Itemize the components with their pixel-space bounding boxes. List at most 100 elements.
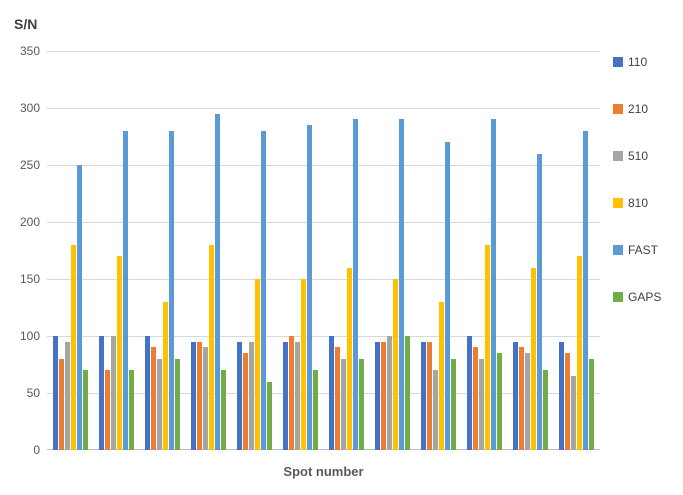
bar-810 xyxy=(208,244,214,450)
x-axis-line xyxy=(47,449,600,450)
bar-110 xyxy=(375,341,381,450)
legend-swatch-110-icon xyxy=(613,57,623,67)
legend-swatch-810-icon xyxy=(613,198,623,208)
bars-layer xyxy=(47,51,600,450)
y-tick-label-0: 0 xyxy=(33,443,40,457)
y-axis-title: S/N xyxy=(14,16,38,32)
bar-gaps xyxy=(543,370,549,450)
gridline-200 xyxy=(47,222,600,223)
bar-210 xyxy=(58,358,64,450)
bar-210 xyxy=(381,341,387,450)
bar-210 xyxy=(565,353,571,450)
legend-item-510: 510 xyxy=(613,146,661,166)
bar-110 xyxy=(329,336,334,450)
bar-110 xyxy=(467,336,473,450)
bar-110 xyxy=(190,341,196,450)
bar-fast xyxy=(583,130,589,450)
bar-510 xyxy=(64,341,70,450)
legend-item-gaps: GAPS xyxy=(613,287,661,307)
bar-810 xyxy=(393,279,399,450)
legend-label: 210 xyxy=(628,102,649,116)
bar-810 xyxy=(485,244,491,450)
bar-210 xyxy=(519,347,525,450)
plot-area xyxy=(47,51,600,450)
bar-110 xyxy=(513,341,519,450)
bar-gaps xyxy=(266,381,272,450)
legend-item-110: 110 xyxy=(613,52,661,72)
bar-510 xyxy=(294,341,300,450)
bar-gaps xyxy=(312,370,318,450)
y-tick-label-350: 350 xyxy=(19,44,40,58)
legend-swatch-gaps-icon xyxy=(613,292,623,302)
bar-gaps xyxy=(405,336,411,450)
bar-110 xyxy=(421,341,427,450)
bar-gaps xyxy=(589,358,595,450)
bar-110 xyxy=(559,341,565,450)
bar-fast xyxy=(491,119,497,450)
bar-fast xyxy=(306,125,312,450)
bar-210 xyxy=(473,347,479,450)
legend-item-210: 210 xyxy=(613,99,661,119)
bar-110 xyxy=(98,336,104,450)
bar-group-6 xyxy=(282,51,318,450)
bar-fast xyxy=(122,130,128,450)
bar-group-12 xyxy=(559,51,595,450)
bar-810 xyxy=(577,256,583,450)
bar-fast xyxy=(76,165,82,450)
legend: 110 210 510 810 FAST GAPS xyxy=(613,52,661,334)
bar-810 xyxy=(300,279,306,450)
bar-510 xyxy=(525,353,531,450)
bar-210 xyxy=(288,336,294,450)
gridline-150 xyxy=(47,279,600,280)
legend-label: 110 xyxy=(628,55,648,69)
y-tick-label-250: 250 xyxy=(19,158,40,172)
bar-210 xyxy=(150,347,156,450)
bar-group-3 xyxy=(144,51,180,450)
bar-110 xyxy=(52,336,58,450)
bar-210 xyxy=(427,341,433,450)
bar-group-10 xyxy=(467,51,503,450)
bar-group-1 xyxy=(52,51,88,450)
bar-gaps xyxy=(128,370,134,450)
bar-510 xyxy=(156,358,162,450)
bar-fast xyxy=(168,130,174,450)
bar-group-8 xyxy=(375,51,411,450)
bar-510 xyxy=(387,336,393,450)
bar-fast xyxy=(399,119,405,450)
bar-group-2 xyxy=(98,51,134,450)
bar-810 xyxy=(531,267,537,450)
bar-810 xyxy=(162,301,168,450)
bar-gaps xyxy=(451,358,457,450)
y-tick-label-100: 100 xyxy=(19,329,40,343)
bar-510 xyxy=(341,358,346,450)
bar-fast xyxy=(537,153,543,450)
bar-110 xyxy=(144,336,150,450)
legend-item-fast: FAST xyxy=(613,240,661,260)
bar-fast xyxy=(260,130,266,450)
bar-210 xyxy=(242,353,248,450)
legend-swatch-fast-icon xyxy=(613,245,623,255)
bar-810 xyxy=(347,267,352,450)
bar-gaps xyxy=(359,358,364,450)
bar-gaps xyxy=(220,370,226,450)
bar-group-9 xyxy=(421,51,457,450)
bar-group-7 xyxy=(329,51,364,450)
y-tick-label-50: 50 xyxy=(26,386,40,400)
bar-210 xyxy=(196,341,202,450)
bar-810 xyxy=(254,279,260,450)
gridline-50 xyxy=(47,393,600,394)
y-tick-label-150: 150 xyxy=(19,272,40,286)
bar-510 xyxy=(479,358,485,450)
bar-group-5 xyxy=(236,51,272,450)
bar-210 xyxy=(104,370,110,450)
bar-510 xyxy=(202,347,208,450)
bar-510 xyxy=(248,341,254,450)
gridline-100 xyxy=(47,336,600,337)
legend-label: GAPS xyxy=(628,290,662,304)
gridline-350 xyxy=(47,51,600,52)
bar-fast xyxy=(214,113,220,450)
bar-gaps xyxy=(174,358,180,450)
bar-810 xyxy=(116,256,122,450)
y-tick-label-200: 200 xyxy=(19,215,40,229)
